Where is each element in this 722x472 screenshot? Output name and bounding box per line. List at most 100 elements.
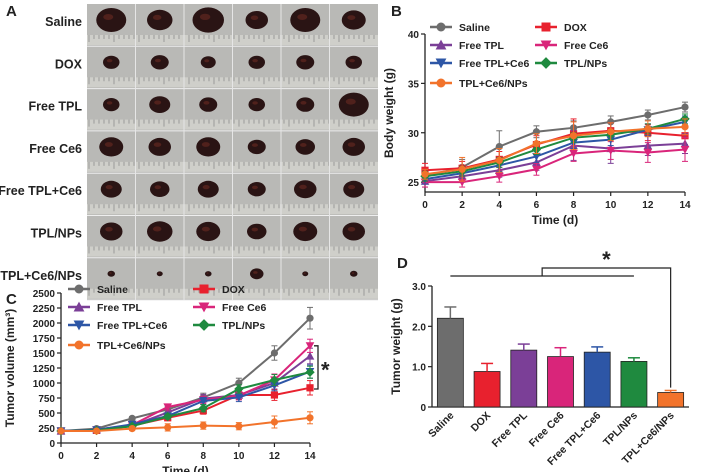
legend-marker — [436, 78, 446, 88]
tumor-highlight — [348, 185, 356, 190]
y-tick-label: 2.0 — [412, 322, 426, 333]
data-point — [644, 125, 652, 133]
legend-label: TPL+Ce6/NPs — [97, 340, 166, 352]
x-tick-label: 2 — [459, 200, 465, 211]
legend-marker — [74, 340, 84, 350]
tumor-row-free-ce6: Free Ce6 — [29, 130, 378, 174]
row-label-tpl-nps: TPL/NPs — [31, 227, 82, 241]
tumor-highlight — [109, 272, 112, 274]
legend-marker — [541, 22, 551, 32]
panel-d-tumor-weight-chart: D 0 1.0 2.0 3.0 Tumor weight (g) Saline DOXFre… — [389, 247, 689, 468]
tumor-sample — [149, 96, 171, 113]
legend: Saline DOX Free TPL Free Ce6 Free TPL+Ce6 TPL… — [430, 22, 609, 90]
tumor-sample — [192, 7, 224, 33]
tumor-highlight — [251, 185, 258, 190]
data-point — [305, 351, 315, 360]
tumor-highlight — [349, 59, 355, 63]
row-label-free-ce6: Free Ce6 — [29, 142, 82, 156]
tumor-highlight — [347, 142, 356, 147]
legend: Saline DOX Free TPL Free Ce6 Free TPL+Ce6 TPL… — [68, 284, 267, 352]
data-point — [306, 314, 314, 322]
series-line-free-ce6 — [425, 148, 686, 184]
panel-letter-d: D — [397, 255, 408, 272]
legend-marker — [198, 319, 210, 331]
data-point — [270, 391, 279, 399]
significance-star: * — [602, 247, 611, 272]
tumor-highlight — [202, 185, 210, 190]
tumor-sample — [345, 55, 362, 69]
data-point — [607, 128, 615, 136]
x-tick-label: 12 — [642, 200, 654, 211]
legend-item-free-tpl-ce6: Free TPL+Ce6 — [430, 58, 529, 70]
tumor-sample — [156, 271, 163, 277]
x-tick-label: 8 — [201, 451, 207, 462]
tumor-highlight — [252, 101, 258, 105]
y-tick-label: 1750 — [33, 334, 56, 345]
tumor-highlight — [103, 14, 114, 20]
tumor-highlight — [154, 100, 162, 105]
y-tick-label: 1000 — [33, 379, 56, 390]
tumor-sample — [293, 221, 318, 242]
bar-group-dox: DOX — [469, 362, 501, 434]
row-label-free-tpl-ce6: Free TPL+Ce6 — [0, 184, 82, 198]
legend-marker — [435, 58, 447, 69]
tumor-sample — [250, 268, 264, 280]
tumor-sample — [342, 137, 365, 156]
data-point — [306, 384, 314, 392]
panel-b-body-weight-chart: B 0 2 4 6 8 10 12 14 25 30 35 40 Time (d) Body weight… — [382, 3, 691, 227]
legend-label: DOX — [564, 22, 587, 34]
legend-item-saline: Saline — [430, 22, 490, 34]
bar-dox — [473, 371, 501, 408]
tumor-sample — [204, 271, 212, 277]
series-line-tpl-ce6-nps — [61, 416, 311, 432]
tumor-sample — [295, 139, 315, 155]
tumor-highlight — [347, 15, 356, 20]
legend-marker — [198, 302, 210, 313]
bar-saline — [436, 317, 464, 408]
y-tick-label: 35 — [408, 79, 420, 90]
legend-label: DOX — [222, 284, 245, 296]
tumor-highlight — [251, 143, 258, 147]
tumor-highlight — [199, 13, 211, 20]
tumor-highlight — [303, 272, 306, 274]
data-point — [495, 156, 503, 164]
data-point — [305, 342, 315, 351]
tumor-sample — [148, 137, 171, 156]
y-axis-label: Tumor volume (mm³) — [3, 309, 17, 427]
tumor-highlight — [351, 272, 355, 274]
y-tick-label: 2250 — [33, 304, 56, 315]
legend-item-free-ce6: Free Ce6 — [535, 40, 609, 52]
data-point — [163, 403, 173, 412]
tumor-highlight — [300, 58, 307, 63]
tumor-highlight — [153, 142, 162, 147]
tumor-sample — [150, 55, 169, 70]
tumor-highlight — [300, 143, 307, 147]
category-label-saline: Saline — [426, 410, 456, 440]
tumor-sample — [350, 270, 358, 277]
tumor-sample — [302, 271, 309, 277]
data-point — [643, 148, 653, 157]
data-point — [421, 170, 429, 178]
data-point — [458, 165, 466, 173]
tumor-highlight — [154, 185, 162, 190]
x-tick-label: 6 — [165, 451, 171, 462]
tumor-highlight — [251, 227, 259, 232]
tumor-highlight — [106, 101, 113, 105]
significance-bracket — [314, 345, 319, 390]
tumor-highlight — [152, 226, 162, 232]
data-point — [457, 178, 467, 187]
tumor-sample — [247, 223, 267, 240]
tumor-sample — [294, 180, 317, 199]
legend-label: TPL/NPs — [564, 58, 607, 70]
tumor-highlight — [105, 185, 113, 190]
data-point — [532, 165, 541, 174]
data-point — [270, 349, 279, 357]
data-point — [607, 118, 615, 126]
legend-label: Free TPL+Ce6 — [459, 58, 529, 70]
tumor-highlight — [201, 142, 210, 147]
tumor-sample — [197, 180, 219, 198]
legend-item-free-tpl-ce6: Free TPL+Ce6 — [68, 320, 167, 332]
legend-label: TPL/NPs — [222, 320, 265, 332]
tumor-sample — [107, 270, 115, 277]
tumor-highlight — [201, 226, 210, 232]
